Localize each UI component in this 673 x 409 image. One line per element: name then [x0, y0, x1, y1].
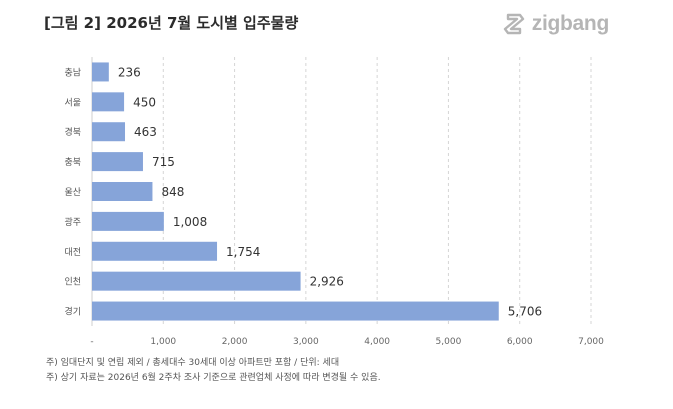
chart-title: [그림 2] 2026년 7월 도시별 입주물량 [44, 14, 299, 32]
bar [92, 271, 301, 291]
x-tick-label: 6,000 [507, 337, 533, 347]
data-label: 715 [152, 155, 175, 169]
data-label: 1,754 [226, 245, 260, 259]
footnote-1: 주) 임대단지 및 연립 제외 / 총세대수 30세대 이상 아파트만 포함 /… [46, 358, 340, 368]
data-label: 5,706 [508, 305, 542, 319]
footnotes: 주) 임대단지 및 연립 제외 / 총세대수 30세대 이상 아파트만 포함 /… [46, 356, 381, 386]
x-tick-label: 7,000 [578, 337, 604, 347]
category-label: 충남 [64, 67, 81, 78]
bar [92, 211, 164, 231]
data-label: 2,926 [310, 275, 344, 289]
x-tick-label: 2,000 [222, 337, 248, 347]
data-label: 463 [134, 125, 157, 139]
category-label: 대전 [64, 247, 81, 258]
category-label: 광주 [64, 216, 81, 228]
x-tick-label: - [90, 337, 93, 347]
category-label: 인천 [64, 277, 81, 288]
data-label: 1,008 [173, 215, 207, 229]
x-tick-label: 5,000 [436, 337, 462, 347]
category-label: 경북 [64, 126, 81, 138]
bar [92, 182, 153, 201]
zigbang-logo-icon [503, 13, 524, 35]
data-label: 450 [133, 95, 156, 109]
x-tick-label: 3,000 [293, 337, 319, 347]
data-label: 236 [118, 65, 141, 79]
x-tick-label: 4,000 [364, 337, 390, 347]
brand-name: zigbang [531, 12, 610, 35]
data-label: 848 [161, 185, 184, 199]
bar [92, 62, 109, 82]
bar [92, 152, 143, 172]
x-tick-label: 1,000 [150, 337, 176, 347]
footnote-2: 주) 상기 자료는 2026년 6월 2주차 조사 기준으로 관련업체 사정에 … [46, 373, 381, 383]
bar [92, 301, 499, 321]
bar [92, 241, 218, 261]
bar [92, 122, 126, 142]
bar [92, 92, 125, 112]
brand-logo: zigbang [501, 11, 609, 37]
category-label: 울산 [64, 187, 81, 198]
category-label: 충북 [64, 157, 81, 168]
category-label: 서울 [64, 97, 81, 108]
category-label: 경기 [64, 306, 81, 318]
